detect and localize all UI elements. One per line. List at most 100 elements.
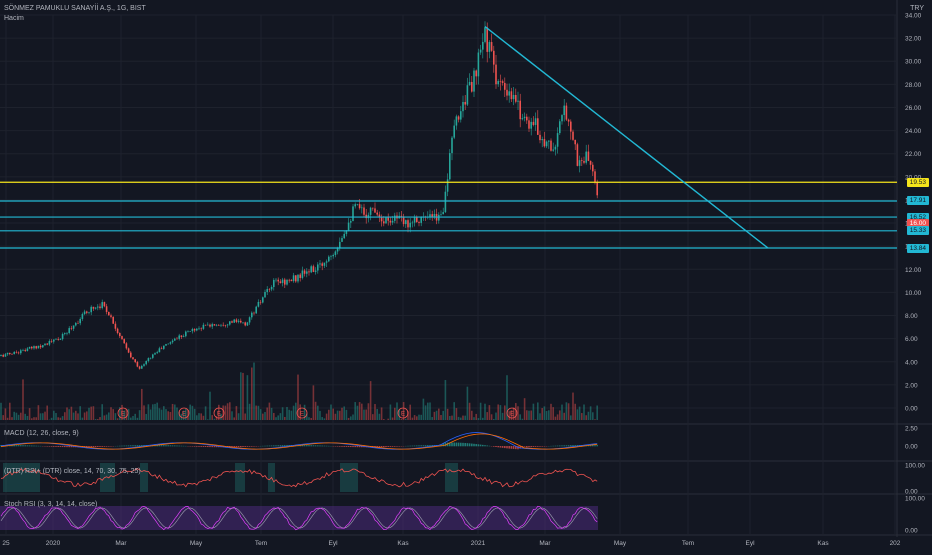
- macd-hist-bar: [383, 446, 385, 447]
- macd-hist-bar: [181, 446, 183, 447]
- macd-hist-bar: [570, 445, 572, 446]
- candle-body: [574, 140, 576, 144]
- candle-body: [258, 302, 260, 307]
- time-tick: Kas: [817, 540, 829, 547]
- candle-body: [517, 101, 519, 102]
- candle-body: [464, 102, 466, 105]
- macd-hist-bar: [326, 446, 328, 447]
- candle-body: [319, 263, 321, 264]
- candle-body: [376, 213, 378, 215]
- volume-bar: [357, 406, 359, 420]
- macd-hist-bar: [247, 446, 249, 447]
- macd-hist-bar: [418, 445, 420, 446]
- candle-body: [297, 275, 299, 282]
- volume-bar: [198, 413, 200, 420]
- volume-bar: [75, 411, 77, 420]
- macd-hist-bar: [304, 445, 306, 446]
- candle-body: [110, 315, 112, 317]
- candle-body: [429, 214, 431, 217]
- candle-body: [269, 289, 271, 290]
- macd-hist-bar: [55, 446, 57, 447]
- macd-hist-bar: [467, 443, 469, 446]
- volume-bar: [330, 405, 332, 420]
- candle-body: [49, 341, 51, 345]
- volume-bar: [2, 415, 4, 420]
- price-tag: 19.53: [907, 178, 929, 187]
- volume-bar: [18, 415, 20, 420]
- macd-hist-bar: [535, 446, 537, 447]
- earnings-marker-label: E: [300, 412, 304, 418]
- volume-bar: [469, 403, 471, 420]
- candle-body: [194, 329, 196, 330]
- volume-bar: [159, 408, 161, 420]
- volume-bar: [416, 416, 418, 420]
- candle-body: [570, 122, 572, 132]
- candle-body: [354, 204, 356, 206]
- candle-body: [359, 204, 361, 208]
- rsi-zone: [445, 463, 458, 492]
- macd-hist-bar: [18, 445, 20, 446]
- time-tick: 2021: [471, 540, 486, 547]
- macd-hist-bar: [506, 446, 508, 448]
- candle-body: [249, 317, 251, 322]
- candle-body: [132, 357, 134, 359]
- candle-body: [357, 204, 359, 205]
- candle-body: [445, 192, 447, 212]
- macd-hist-bar: [126, 446, 128, 447]
- candle-body: [508, 91, 510, 95]
- candle-body: [528, 120, 530, 128]
- candle-body: [2, 355, 4, 357]
- macd-hist-bar: [412, 446, 414, 447]
- candle-body: [568, 120, 570, 122]
- macd-hist-bar: [346, 446, 348, 447]
- volume-bar: [22, 379, 24, 420]
- candle-body: [159, 348, 161, 352]
- volume-bar: [66, 407, 68, 420]
- candle-body: [148, 358, 150, 361]
- volume-bar: [519, 414, 521, 420]
- volume-bar: [500, 405, 502, 420]
- volume-bar: [9, 403, 11, 420]
- macd-hist-bar: [139, 445, 141, 446]
- macd-hist-bar: [273, 445, 275, 446]
- candle-body: [495, 65, 497, 85]
- volume-bar: [143, 405, 145, 420]
- macd-hist-bar: [97, 446, 99, 447]
- volume-bar: [106, 415, 108, 420]
- macd-hist-bar: [240, 446, 242, 447]
- volume-bar: [478, 418, 480, 420]
- candle-body: [288, 280, 290, 281]
- macd-hist-bar: [321, 446, 323, 447]
- volume-bar: [350, 416, 352, 420]
- volume-bar: [86, 411, 88, 420]
- macd-hist-bar: [16, 445, 18, 446]
- volume-bar: [194, 409, 196, 420]
- candle-body: [106, 306, 108, 312]
- candle-body: [262, 297, 264, 302]
- macd-hist-bar: [178, 446, 180, 447]
- candle-body: [176, 339, 178, 340]
- candle-body: [592, 165, 594, 172]
- volume-bar: [579, 407, 581, 420]
- macd-hist-bar: [478, 444, 480, 446]
- volume-bar: [236, 406, 238, 420]
- candle-body: [236, 320, 238, 322]
- rsi-zone: [340, 463, 358, 492]
- price-tick: 10.00: [905, 290, 922, 297]
- macd-hist-bar: [93, 446, 95, 447]
- macd-hist-bar: [354, 446, 356, 447]
- volume-bar: [62, 416, 64, 420]
- candle-body: [273, 280, 275, 287]
- macd-hist-bar: [205, 446, 207, 447]
- macd-hist-bar: [313, 445, 315, 446]
- volume-bar: [482, 418, 484, 420]
- candle-body: [271, 287, 273, 289]
- candle-body: [220, 325, 222, 326]
- candle-body: [332, 255, 334, 256]
- candle-body: [317, 264, 319, 270]
- volume-bar: [341, 408, 343, 420]
- candle-body: [526, 117, 528, 121]
- volume-bar: [145, 414, 147, 420]
- candle-body: [370, 208, 372, 215]
